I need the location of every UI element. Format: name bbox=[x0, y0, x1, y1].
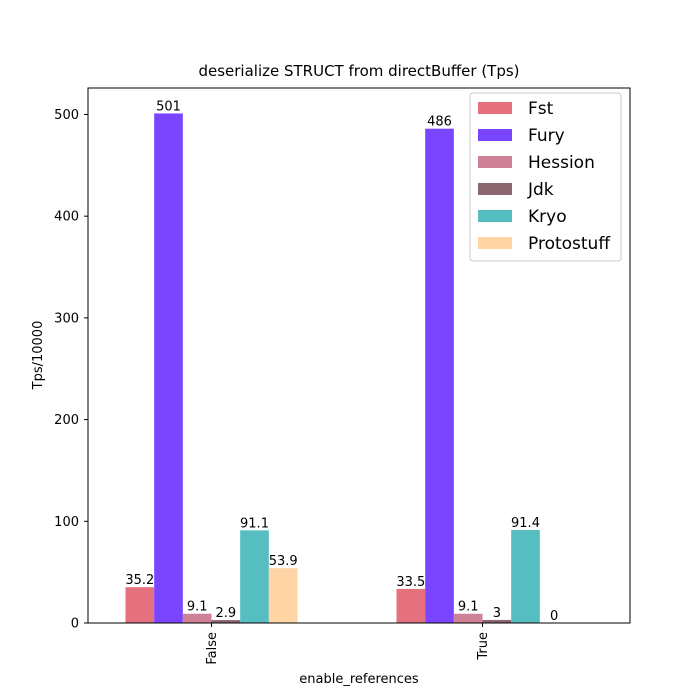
legend-swatch bbox=[478, 129, 512, 141]
bar-jdk-true bbox=[482, 619, 512, 623]
bar-value-label: 0 bbox=[550, 609, 558, 624]
legend: Fst Fury Hession Jdk Kryo Protostuff bbox=[469, 92, 622, 262]
legend-swatch bbox=[478, 156, 512, 168]
bar-hession-false bbox=[182, 613, 212, 623]
bar-value-label: 9.1 bbox=[458, 600, 479, 615]
x-tick-label: True bbox=[476, 632, 491, 661]
bar-protostuff-false bbox=[268, 568, 298, 623]
bar-fury-false bbox=[154, 113, 183, 624]
bar-value-label: 35.2 bbox=[125, 573, 154, 588]
y-tick-label: 100 bbox=[54, 515, 79, 530]
y-tick-label: 400 bbox=[54, 210, 79, 225]
legend-label: Fury bbox=[528, 126, 565, 146]
bar-value-label: 2.9 bbox=[215, 606, 236, 621]
legend-swatch bbox=[478, 183, 512, 195]
y-axis-label: Tps/10000 bbox=[31, 321, 46, 391]
chart-title: deserialize STRUCT from directBuffer (Tp… bbox=[198, 62, 519, 80]
bar-kryo-false bbox=[240, 530, 269, 623]
bar-value-label: 53.9 bbox=[269, 554, 298, 569]
x-axis-label: enable_references bbox=[299, 672, 419, 687]
legend-label: Kryo bbox=[528, 207, 567, 227]
bar-jdk-false bbox=[211, 620, 241, 623]
legend-swatch bbox=[478, 237, 512, 249]
bar-fst-false bbox=[125, 587, 155, 623]
bar-value-label: 3 bbox=[493, 606, 501, 621]
bar-fst-true bbox=[396, 588, 426, 623]
y-axis: 0 100 200 300 400 500 bbox=[54, 108, 88, 632]
bar-value-label: 486 bbox=[427, 115, 452, 130]
bar-value-label: 33.5 bbox=[396, 575, 425, 590]
y-tick-label: 500 bbox=[54, 108, 79, 123]
legend-label: Protostuff bbox=[528, 234, 611, 254]
bar-value-label: 501 bbox=[156, 99, 181, 114]
bar-value-label: 91.4 bbox=[511, 516, 540, 531]
x-tick-label: False bbox=[205, 632, 220, 665]
bar-kryo-true bbox=[511, 530, 540, 623]
plot-frame bbox=[87, 87, 631, 624]
x-axis: False True bbox=[205, 623, 491, 665]
legend-swatch bbox=[478, 210, 512, 222]
bar-labels-layer: 35.2 33.5 501 486 9.1 9.1 2.9 3 91.1 91.4 53.9 0 bbox=[125, 99, 558, 624]
bar-hession-true bbox=[453, 613, 483, 623]
bar-value-label: 91.1 bbox=[240, 516, 269, 531]
y-tick-label: 200 bbox=[54, 413, 79, 428]
bars-layer bbox=[125, 113, 540, 624]
legend-label: Fst bbox=[528, 99, 554, 119]
bar-fury-true bbox=[425, 128, 454, 623]
y-tick-label: 0 bbox=[71, 617, 79, 632]
legend-label: Hession bbox=[528, 153, 595, 173]
bar-value-label: 9.1 bbox=[187, 600, 208, 615]
legend-label: Jdk bbox=[527, 180, 554, 200]
legend-swatch bbox=[478, 102, 512, 114]
y-tick-label: 300 bbox=[54, 311, 79, 326]
